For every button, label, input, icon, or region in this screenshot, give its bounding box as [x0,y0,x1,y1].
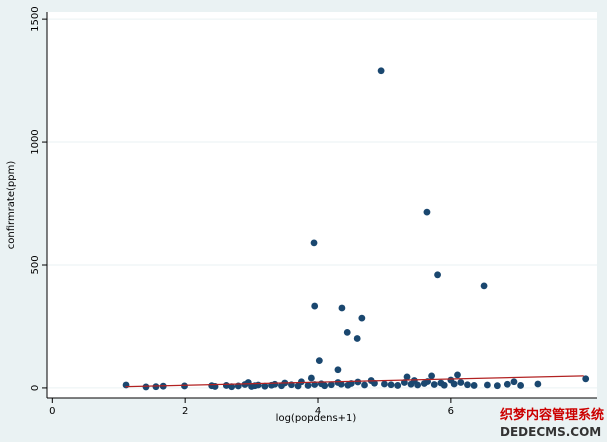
point [377,67,385,75]
point [181,382,188,390]
point [503,380,511,388]
point [261,382,269,390]
point [414,381,422,389]
point [381,380,388,388]
y-tick-label: 500 [30,255,41,274]
x-tick-label: 0 [49,406,55,417]
point [430,381,438,388]
point [142,383,150,391]
y-tick-label: 1000 [30,129,41,154]
point [510,378,518,386]
point [403,373,411,381]
point [371,379,378,387]
watermark: DEDECMS.COM [500,425,601,439]
point [358,314,366,322]
point [271,380,279,388]
point [534,380,542,388]
x-tick-label: 4 [315,406,321,417]
x-tick-label: 6 [448,406,454,417]
point [450,380,458,388]
point [310,239,318,247]
point [337,380,345,388]
point [228,383,236,391]
point [582,375,590,383]
point [428,372,436,380]
point [343,328,351,336]
y-tick-label: 1500 [30,6,41,31]
x-axis-title: log(popdens+1) [276,413,357,424]
point [440,381,448,389]
y-tick-label: 0 [30,385,41,391]
point [321,382,329,390]
plot-area [47,12,597,398]
point [315,357,323,365]
watermark: 织梦内容管理系统 [500,407,604,423]
point [361,381,368,389]
point [338,304,346,312]
point [307,374,315,382]
point [434,271,441,279]
point [470,382,478,389]
point [334,366,342,374]
point [254,381,262,389]
point [298,378,305,386]
point [454,371,461,379]
point [304,382,312,389]
point [327,381,335,389]
fit-line [125,375,584,388]
point [152,383,160,391]
point [493,382,501,390]
point [517,382,525,389]
point [122,381,130,389]
point [387,381,395,389]
point [483,381,491,389]
point [400,379,408,386]
point [311,302,319,310]
point [457,379,465,386]
point [480,282,488,290]
point [354,378,362,386]
x-tick-label: 2 [182,406,188,417]
point [464,381,471,389]
point [394,382,402,389]
point [423,208,431,216]
point [353,335,361,342]
y-axis-title: confirmrate(ppm) [6,161,17,250]
